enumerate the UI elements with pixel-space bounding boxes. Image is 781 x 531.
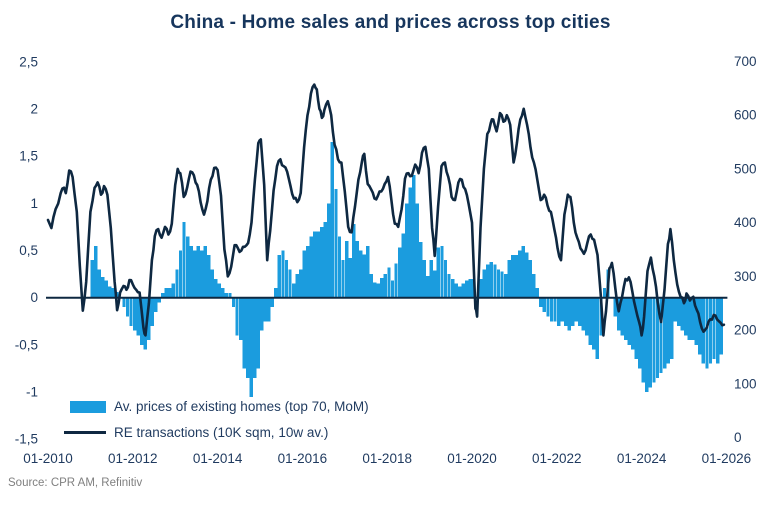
svg-text:500: 500 <box>734 161 757 176</box>
svg-text:2,5: 2,5 <box>19 54 38 69</box>
left-axis-tick-labels: 2,5 2 1,5 1 0,5 0 -0,5 -1 -1,5 <box>15 54 38 446</box>
svg-text:0: 0 <box>30 290 38 305</box>
svg-text:01-2016: 01-2016 <box>278 451 328 466</box>
svg-text:01-2026: 01-2026 <box>702 451 752 466</box>
svg-text:-1,5: -1,5 <box>15 432 38 447</box>
svg-text:01-2010: 01-2010 <box>23 451 73 466</box>
svg-text:0: 0 <box>734 430 742 445</box>
svg-text:01-2024: 01-2024 <box>617 451 667 466</box>
svg-text:01-2018: 01-2018 <box>362 451 412 466</box>
line-series-swatch <box>64 431 106 434</box>
svg-text:300: 300 <box>734 269 757 284</box>
svg-text:01-2022: 01-2022 <box>532 451 582 466</box>
svg-text:1,5: 1,5 <box>19 149 38 164</box>
svg-text:01-2020: 01-2020 <box>447 451 497 466</box>
svg-text:01-2012: 01-2012 <box>108 451 158 466</box>
svg-text:0,5: 0,5 <box>19 243 38 258</box>
legend-bars-label: Av. prices of existing homes (top 70, Mo… <box>114 399 369 414</box>
svg-text:1: 1 <box>30 196 38 211</box>
svg-text:400: 400 <box>734 215 757 230</box>
svg-text:01-2014: 01-2014 <box>193 451 243 466</box>
svg-text:600: 600 <box>734 108 757 123</box>
svg-text:2: 2 <box>30 102 38 117</box>
legend-item-bars: Av. prices of existing homes (top 70, Mo… <box>70 399 369 414</box>
legend-line-label: RE transactions (10K sqm, 10w av.) <box>114 425 329 440</box>
source-note: Source: CPR AM, Refinitiv <box>8 477 143 489</box>
right-axis-tick-labels: 700 600 500 400 300 200 100 0 <box>734 54 757 445</box>
x-axis-tick-labels: 01-2010 01-2012 01-2014 01-2016 01-2018 01-20… <box>23 451 751 466</box>
chart-title: China - Home sales and prices across top… <box>170 12 611 33</box>
legend-item-line: RE transactions (10K sqm, 10w av.) <box>64 425 328 440</box>
line-series <box>46 83 726 337</box>
svg-text:200: 200 <box>734 323 757 338</box>
bar-series <box>90 142 723 397</box>
svg-text:100: 100 <box>734 376 757 391</box>
svg-text:-1: -1 <box>26 385 38 400</box>
svg-text:-0,5: -0,5 <box>15 337 38 352</box>
bar-series-swatch <box>70 400 106 413</box>
svg-text:700: 700 <box>734 54 757 69</box>
